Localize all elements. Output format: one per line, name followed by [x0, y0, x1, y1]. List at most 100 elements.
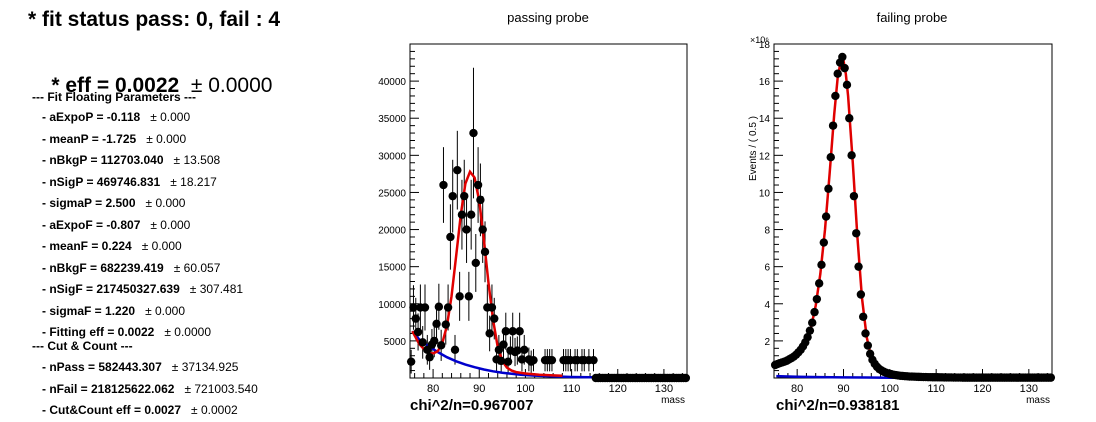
x-tick-label: 130: [1020, 383, 1038, 395]
param-error: ± 0.000: [150, 110, 191, 124]
data-point: [455, 292, 464, 301]
param-row: - Fitting eff = 0.0022 ± 0.0000: [42, 325, 211, 339]
plot-title: passing probe: [507, 10, 589, 25]
data-point: [856, 290, 866, 299]
data-point: [439, 180, 448, 190]
data-point: [854, 262, 863, 271]
y-tick-label: 4: [764, 300, 770, 311]
data-point: [814, 279, 824, 288]
x-tick-label: 100: [516, 383, 534, 395]
data-point: [515, 327, 524, 336]
data-point: [810, 307, 819, 317]
data-point: [448, 191, 457, 201]
param-row: - nSigP = 469746.831 ± 18.217: [42, 175, 217, 189]
x-tick-label: 110: [563, 383, 581, 395]
y-tick-label: 15000: [378, 263, 406, 274]
data-point: [833, 69, 842, 78]
data-point: [434, 302, 444, 311]
x-tick-label: 120: [609, 383, 627, 395]
param-row: - nBkgF = 682239.419 ± 60.057: [42, 261, 220, 275]
param-error: ± 60.057: [173, 260, 221, 275]
param-value: - meanF = 0.224: [42, 239, 132, 253]
y-tick-label: 18: [759, 40, 771, 51]
y-tick-label: 10: [759, 188, 771, 199]
data-point: [430, 336, 439, 346]
param-value: - Fitting eff = 0.0022: [42, 325, 155, 339]
data-point: [478, 225, 487, 234]
param-value: - sigmaF = 1.220: [42, 303, 136, 318]
y-axis-label: Events / ( 0.5 ): [748, 116, 759, 181]
data-point: [529, 355, 538, 365]
data-point: [863, 341, 873, 350]
y-tick-label: 35000: [378, 114, 406, 125]
chi2-label: chi^2/n=0.938181: [776, 397, 899, 414]
data-point: [485, 329, 494, 338]
x-axis-label: mass: [661, 395, 685, 406]
y-tick-label: 16: [759, 77, 771, 88]
y-tick-label: 25000: [378, 188, 406, 199]
param-row: - nFail = 218125622.062 ± 721003.540: [42, 382, 258, 396]
data-point: [501, 327, 510, 336]
data-point: [681, 373, 691, 383]
y-tick-label: 2: [764, 337, 770, 348]
y-tick-label: 20000: [378, 226, 406, 237]
y-tick-label: 40000: [378, 77, 406, 88]
data-point: [480, 247, 490, 257]
x-tick-label: 130: [655, 383, 673, 395]
fit-curve-group: [411, 169, 563, 378]
fit-curve: [411, 169, 563, 378]
data-point: [513, 346, 522, 355]
y-tick-label: 30000: [378, 151, 406, 162]
param-row: - aExpoF = -0.807 ± 0.000: [42, 218, 190, 232]
data-point: [446, 232, 455, 242]
param-row: - meanF = 0.224 ± 0.000: [42, 239, 182, 253]
param-error: ± 18.217: [170, 174, 217, 189]
x-tick-label: 110: [927, 383, 945, 395]
y-tick-label: 10000: [378, 300, 406, 311]
data-point: [496, 356, 506, 366]
plot-title: failing probe: [877, 10, 948, 25]
data-point: [849, 191, 859, 201]
data-point: [808, 318, 817, 327]
param-value: - sigmaP = 2.500: [42, 196, 136, 210]
x-tick-label: 90: [473, 383, 485, 395]
param-error: ± 307.481: [189, 282, 244, 296]
x-tick-label: 90: [837, 383, 849, 395]
data-point: [547, 355, 557, 365]
param-error: ± 37134.925: [171, 360, 239, 374]
x-axis-label: mass: [1026, 395, 1050, 406]
param-value: - nPass = 582443.307: [42, 360, 162, 374]
param-value: - aExpoF = -0.807: [42, 217, 141, 232]
data-point: [487, 303, 497, 312]
data-point: [861, 329, 870, 338]
data-point: [453, 165, 462, 175]
param-row: - nBkgP = 112703.040 ± 13.508: [42, 153, 220, 167]
data-point: [847, 151, 856, 160]
param-error: ± 721003.540: [184, 381, 258, 396]
data-point: [466, 210, 476, 219]
data-point: [1046, 373, 1056, 382]
efficiency-value: * eff = 0.0022: [51, 74, 180, 97]
data-point: [462, 225, 471, 234]
data-point: [842, 80, 852, 90]
param-value: - nSigF = 217450327.639: [42, 282, 180, 296]
param-error: ± 0.000: [146, 131, 187, 146]
fit-curve: [775, 56, 1052, 379]
param-error: ± 0.000: [145, 303, 186, 318]
param-row: - nPass = 582443.307 ± 37134.925: [42, 360, 238, 374]
chi2-label: chi^2/n=0.967007: [410, 397, 533, 414]
data-point: [831, 91, 840, 101]
data-point: [425, 353, 434, 362]
data-point: [803, 332, 812, 342]
x-tick-label: 120: [973, 383, 991, 395]
fit-curve-group: [775, 56, 1052, 379]
passing-probe-plot: passing probe 80 90 100 110 120 130 5000 10000 1…: [378, 10, 691, 414]
cut-count-header: --- Cut & Count ---: [32, 339, 133, 353]
param-error: ± 0.000: [145, 196, 186, 210]
data-points: [770, 52, 1056, 382]
fit-results-panel: * fit status pass: 0, fail : 4 * eff = 0…: [0, 0, 360, 422]
y-scale-label: ×10⁶: [750, 35, 769, 45]
x-tick-label: 80: [427, 383, 439, 395]
y-tick-label: 5000: [384, 337, 407, 348]
x-tick-label: 80: [791, 383, 803, 395]
